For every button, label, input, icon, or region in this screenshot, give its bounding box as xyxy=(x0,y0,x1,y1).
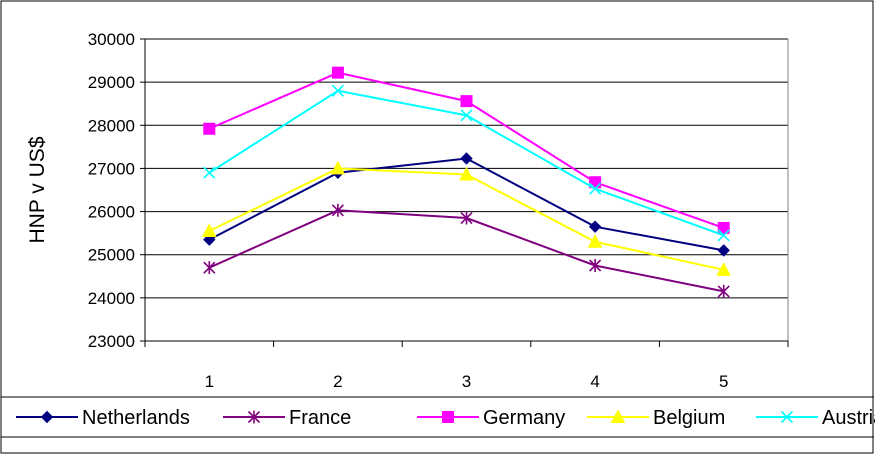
legend-item-austria: Austria xyxy=(756,407,875,429)
y-tick-label: 28000 xyxy=(88,116,135,135)
series-france xyxy=(203,203,730,298)
data-point xyxy=(331,66,344,79)
y-tick-label: 27000 xyxy=(88,159,135,178)
data-point xyxy=(203,261,216,275)
data-point xyxy=(587,234,603,248)
legend-item-belgium: Belgium xyxy=(587,407,725,429)
y-tick-label: 24000 xyxy=(88,289,135,308)
series-belgium xyxy=(201,160,732,276)
data-point xyxy=(201,223,217,237)
x-tick-label: 3 xyxy=(462,372,471,391)
data-point xyxy=(203,122,216,135)
data-point xyxy=(717,229,730,242)
legend: Netherlands France Germany Belgium Austria xyxy=(16,407,875,429)
data-point xyxy=(330,160,346,175)
legend-marker xyxy=(610,409,626,423)
y-tick-labels: 23000 24000 25000 26000 27000 28000 29000 30000 xyxy=(88,30,135,351)
data-point xyxy=(717,221,730,234)
data-point xyxy=(588,220,602,233)
legend-item-france: France xyxy=(223,407,351,429)
data-point xyxy=(589,259,602,272)
x-tick-labels: 1 2 3 4 5 xyxy=(205,372,729,391)
y-tick-label: 29000 xyxy=(88,73,135,92)
data-point xyxy=(460,152,473,165)
data-point xyxy=(460,211,473,225)
legend-marker xyxy=(247,410,261,424)
legend-label: Belgium xyxy=(653,407,725,429)
legend-label: Germany xyxy=(483,407,565,429)
legend-marker xyxy=(442,411,454,423)
data-point xyxy=(459,166,474,181)
series-germany xyxy=(203,66,730,234)
series-lines xyxy=(201,66,732,298)
legend-label: France xyxy=(289,407,351,429)
x-tick-label: 2 xyxy=(333,372,342,391)
data-point xyxy=(460,109,473,122)
x-tick-label: 5 xyxy=(719,372,728,391)
legend-marker xyxy=(780,410,794,424)
axes xyxy=(140,38,789,347)
data-point xyxy=(717,284,730,298)
legend-marker xyxy=(40,410,54,424)
legend-label: Netherlands xyxy=(82,407,190,429)
legend-label: Austria xyxy=(822,407,875,429)
data-point xyxy=(203,166,216,179)
legend-item-netherlands: Netherlands xyxy=(16,407,190,429)
series-austria xyxy=(203,84,730,242)
data-point xyxy=(717,244,730,257)
y-axis-label: HNP v US$ xyxy=(26,136,49,243)
x-tick-label: 4 xyxy=(590,372,599,391)
data-point xyxy=(460,95,473,108)
x-tick-label: 1 xyxy=(205,372,214,391)
y-tick-label: 23000 xyxy=(88,332,135,351)
y-tick-label: 26000 xyxy=(88,203,135,222)
data-point xyxy=(331,84,344,97)
legend-item-germany: Germany xyxy=(417,407,565,429)
y-tick-label: 30000 xyxy=(88,30,135,49)
data-point xyxy=(716,262,732,276)
data-point xyxy=(331,203,344,217)
data-point xyxy=(589,182,602,195)
y-tick-label: 25000 xyxy=(88,246,135,265)
